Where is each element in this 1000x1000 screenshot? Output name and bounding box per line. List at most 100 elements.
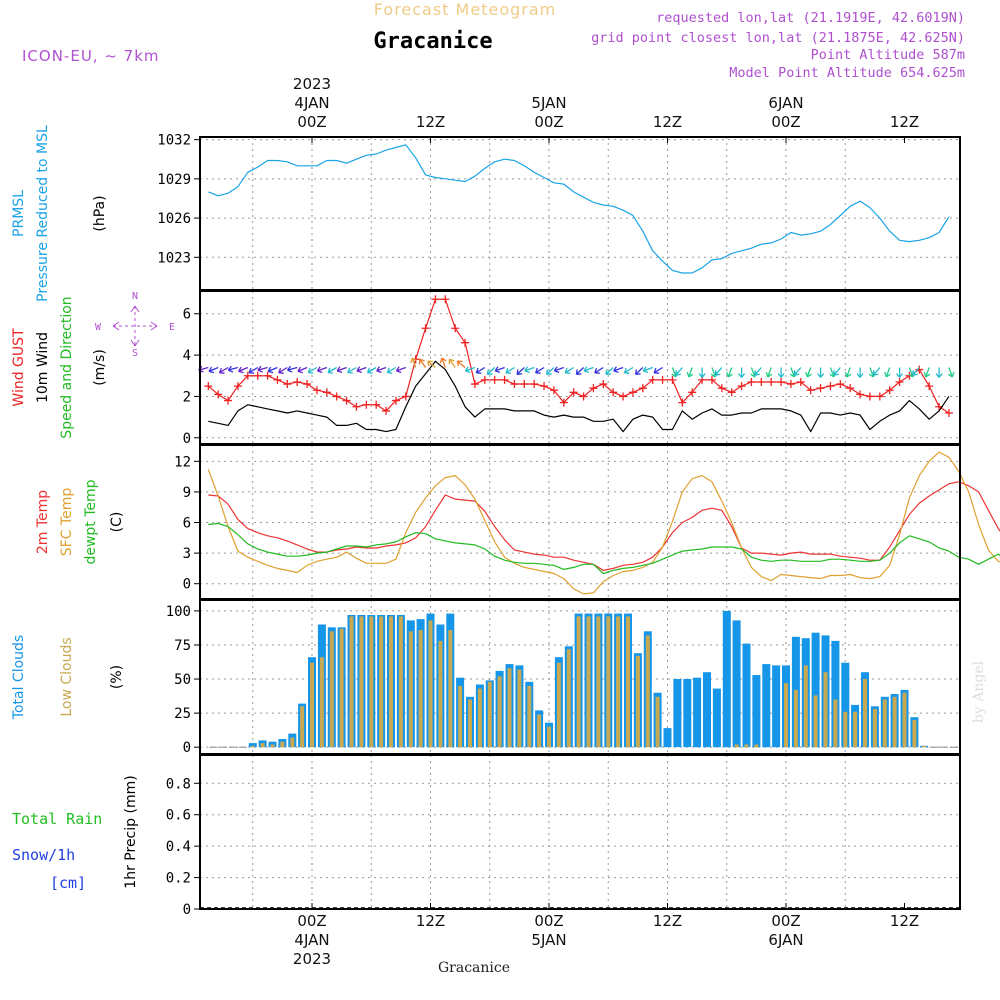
panel-ylabel: (%) <box>109 665 125 689</box>
wind-direction-arrow <box>754 367 762 376</box>
low-cloud-bar <box>635 655 640 748</box>
gust-marker <box>826 382 835 391</box>
gust-marker <box>204 382 213 391</box>
compass-arrowheads <box>112 305 158 347</box>
total-cloud-bar <box>673 679 682 748</box>
gust-marker <box>796 377 805 386</box>
y-tick-label: 25 <box>174 706 191 722</box>
gust-marker <box>480 375 489 384</box>
panel-ylabel: dewpt Temp <box>83 479 99 564</box>
time-label-bottom: 00Z <box>297 912 326 930</box>
gust-marker <box>312 386 321 395</box>
compass-south: S <box>132 348 138 359</box>
gust-marker <box>688 388 697 397</box>
wind-direction-arrow <box>427 360 436 368</box>
gust-marker <box>658 375 667 384</box>
y-tick-label: 0 <box>183 740 191 756</box>
gust-marker <box>806 386 815 395</box>
gust-marker <box>441 295 450 304</box>
y-tick-label: 100 <box>166 604 191 620</box>
time-label-bottom: 00Z <box>534 912 563 930</box>
panel-frame-precip <box>199 754 961 910</box>
gust-marker <box>372 400 381 409</box>
gust-marker <box>303 380 312 389</box>
low-cloud-bar <box>477 688 482 748</box>
series-line-wind <box>208 360 950 433</box>
low-cloud-bar <box>556 662 561 748</box>
gust-marker <box>885 386 894 395</box>
y-tick-label: 9 <box>183 485 191 501</box>
gust-marker <box>944 408 953 417</box>
panel-ylabel: Low Clouds <box>59 637 75 716</box>
total-cloud-bar <box>762 664 771 748</box>
time-label-bottom: 00Z <box>771 912 800 930</box>
gust-marker <box>747 377 756 386</box>
total-cloud-bar <box>752 675 761 748</box>
gust-marker <box>816 384 825 393</box>
low-cloud-bar <box>853 711 858 748</box>
time-label-top: 12Z <box>890 113 919 131</box>
gust-marker <box>520 380 529 389</box>
low-cloud-bar <box>784 683 788 748</box>
time-label-top: 00Z <box>771 113 800 131</box>
wind-direction-arrow <box>494 366 505 374</box>
low-cloud-bar <box>250 745 255 748</box>
wind-direction-arrow <box>238 366 249 374</box>
low-cloud-bar <box>398 616 403 748</box>
total-cloud-bar <box>693 677 702 748</box>
panel-ylabel: PRMSL <box>11 190 27 237</box>
low-cloud-bar <box>458 685 463 748</box>
gust-marker <box>263 371 272 380</box>
precip-legend-snow: Snow/1h <box>12 846 75 864</box>
gust-marker <box>915 365 924 374</box>
wind-direction-arrow <box>553 366 565 374</box>
low-cloud-bar <box>576 616 581 748</box>
gust-marker <box>322 388 331 397</box>
gust-marker <box>668 375 677 384</box>
low-cloud-bar <box>408 631 413 748</box>
total-cloud-bar <box>841 662 850 748</box>
point-altitude: Point Altitude 587m <box>811 47 965 63</box>
y-tick-label: 0.6 <box>166 808 191 824</box>
wind-direction-arrow <box>634 367 644 376</box>
low-cloud-bar <box>793 689 798 748</box>
gust-marker <box>875 392 884 401</box>
y-tick-label: 12 <box>174 454 191 470</box>
gust-marker <box>342 396 351 405</box>
y-tick-label: 0 <box>183 577 191 593</box>
gust-marker <box>925 382 934 391</box>
gust-marker <box>461 338 470 347</box>
wind-direction-arrow <box>698 367 706 378</box>
wind-direction-arrow <box>307 366 318 374</box>
low-cloud-bar <box>310 662 314 748</box>
wind-direction-arrow <box>418 358 427 368</box>
y-tick-label: 3 <box>183 546 191 562</box>
series-line-dewpt-temp <box>208 522 1000 575</box>
gust-marker <box>895 377 904 386</box>
panel-ylabel: SFC Temp <box>59 488 75 557</box>
wind-direction-arrow <box>410 357 417 368</box>
wind-direction-arrow <box>844 367 852 378</box>
compass-west: W <box>95 322 102 333</box>
low-cloud-bar <box>744 744 749 748</box>
gust-marker <box>856 390 865 399</box>
wind-direction-arrow <box>267 366 278 374</box>
gust-marker <box>352 402 361 411</box>
gust-marker <box>233 382 242 391</box>
wind-direction-arrow <box>218 366 229 374</box>
low-cloud-bar <box>833 699 838 748</box>
gust-marker <box>549 386 558 395</box>
gust-marker <box>451 324 460 333</box>
wind-direction-arrow <box>912 367 920 376</box>
series-line-sfc-temp <box>207 451 1000 595</box>
low-cloud-bar <box>468 699 472 748</box>
total-cloud-bar <box>722 610 731 748</box>
gust-marker <box>717 384 726 393</box>
y-tick-label: 0.2 <box>166 871 191 887</box>
wind-direction-arrow <box>336 366 347 374</box>
gust-marker <box>391 396 400 405</box>
y-tick-label: 0 <box>183 431 191 447</box>
grid-layer <box>200 137 960 910</box>
low-cloud-bar <box>626 616 630 748</box>
